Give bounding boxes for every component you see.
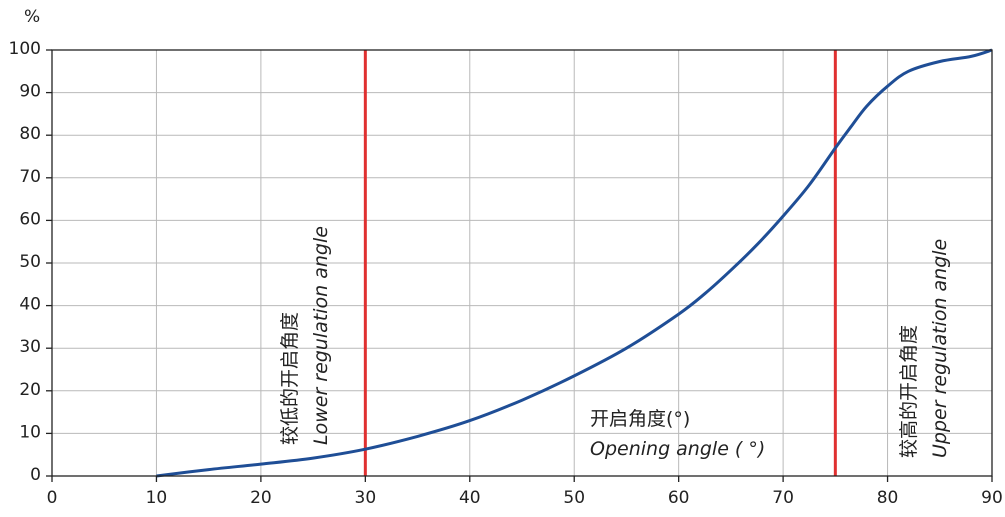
x-tick-label: 50 — [563, 488, 585, 508]
x-tick-label: 30 — [355, 488, 377, 508]
y-tick-label: 100 — [9, 39, 41, 59]
y-tick-label: 60 — [19, 209, 41, 229]
y-tick-label: 30 — [19, 337, 41, 357]
x-tick-label: 0 — [47, 488, 58, 508]
y-tick-label: 90 — [19, 82, 41, 102]
lower-regulation-label-cn: 较低的开启角度 — [279, 312, 301, 445]
tick-labels: 0 10 20 30 40 50 60 70 80 90 0 10 20 30 40 50 60 70 80 90 10… — [9, 39, 1003, 508]
x-tick-label: 60 — [668, 488, 690, 508]
x-tick-label: 70 — [772, 488, 794, 508]
x-tick-label: 40 — [459, 488, 481, 508]
lower-regulation-label-en: Lower regulation angle — [310, 226, 332, 445]
x-tick-label: 10 — [146, 488, 168, 508]
y-axis-unit-label: % — [24, 7, 40, 27]
opening-angle-label-cn: 开启角度(°) — [590, 408, 690, 430]
y-tick-label: 50 — [19, 252, 41, 272]
grid-layer — [52, 50, 992, 476]
x-tick-label: 90 — [981, 488, 1003, 508]
y-tick-label: 10 — [19, 422, 41, 442]
x-tick-label: 20 — [250, 488, 272, 508]
y-tick-label: 70 — [19, 167, 41, 187]
y-tick-label: 40 — [19, 295, 41, 315]
y-tick-label: 80 — [19, 124, 41, 144]
y-tick-label: 0 — [30, 465, 41, 485]
x-tick-label: 80 — [877, 488, 899, 508]
upper-regulation-label-en: Upper regulation angle — [929, 239, 951, 458]
opening-angle-label-en: Opening angle ( °) — [590, 438, 765, 460]
upper-regulation-label-cn: 较高的开启角度 — [898, 325, 920, 458]
y-tick-label: 20 — [19, 380, 41, 400]
opening-angle-annotation: 开启角度(°) Opening angle ( °) — [590, 408, 765, 460]
lower-regulation-annotation: 较低的开启角度 Lower regulation angle — [279, 226, 332, 445]
